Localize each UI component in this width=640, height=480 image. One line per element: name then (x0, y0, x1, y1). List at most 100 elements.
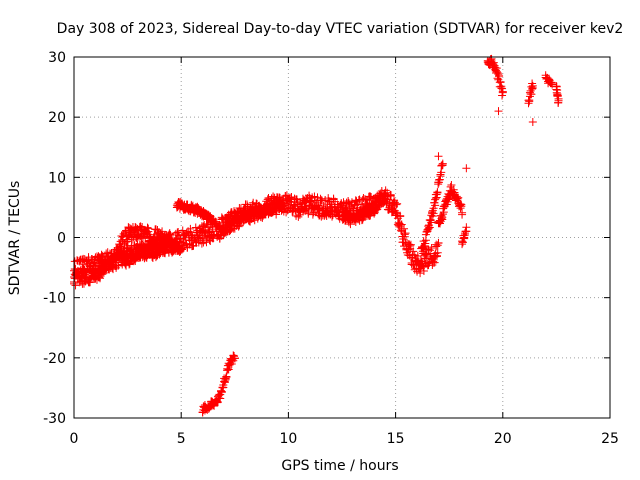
data-point-marker (432, 242, 441, 251)
data-point-marker (221, 374, 230, 383)
data-point-marker (227, 360, 236, 369)
x-tick-label: 25 (601, 431, 619, 447)
data-point-marker (434, 239, 443, 248)
series-band-9 (198, 351, 239, 417)
data-point-marker (222, 373, 231, 382)
data-point-marker (444, 195, 453, 204)
data-layer (70, 54, 563, 417)
data-point-marker (431, 194, 440, 203)
data-point-marker (223, 364, 232, 373)
data-point-marker (528, 117, 537, 126)
series-0 (70, 54, 563, 417)
series-band-3 (172, 198, 218, 229)
data-point-marker (285, 193, 294, 202)
data-point-marker (144, 224, 153, 233)
data-point-marker (176, 246, 185, 255)
data-point-marker (430, 258, 439, 267)
y-tick-label: -20 (43, 351, 66, 367)
data-point-marker (359, 194, 368, 203)
data-point-marker (223, 366, 232, 375)
data-point-marker (457, 202, 466, 211)
data-point-marker (387, 191, 396, 200)
data-point-marker (282, 208, 291, 217)
data-point-marker (280, 204, 289, 213)
data-point-marker (460, 230, 469, 239)
data-point-marker (434, 180, 443, 189)
y-axis-label: SDTVAR / TECUs (7, 181, 23, 296)
data-point-marker (432, 252, 441, 261)
x-tick-label: 10 (279, 431, 297, 447)
series-band-11 (524, 79, 537, 108)
data-point-marker (269, 192, 278, 201)
series-band-12 (541, 71, 557, 89)
y-tick-label: 0 (57, 231, 66, 247)
data-point-marker (400, 230, 409, 239)
data-point-marker (147, 240, 156, 249)
series-band-13 (552, 82, 563, 107)
data-point-marker (460, 234, 469, 243)
series-band-5 (338, 189, 389, 229)
data-point-marker (496, 78, 505, 87)
data-point-marker (277, 200, 286, 209)
data-point-marker (494, 70, 503, 79)
data-point-marker (157, 241, 166, 250)
data-point-marker (294, 212, 303, 221)
data-point-marker (400, 224, 409, 233)
data-point-marker (413, 251, 422, 260)
data-point-marker (428, 208, 437, 217)
data-point-marker (433, 248, 442, 257)
data-point-marker (406, 240, 415, 249)
data-point-marker (108, 262, 117, 271)
data-point-marker (393, 199, 402, 208)
x-tick-label: 15 (387, 431, 405, 447)
data-point-marker (175, 248, 184, 257)
data-point-marker (112, 256, 121, 265)
data-point-marker (527, 82, 536, 91)
data-point-marker (427, 244, 436, 253)
data-point-marker (525, 96, 534, 105)
data-point-marker (525, 88, 534, 97)
data-point-marker (397, 220, 406, 229)
y-tick-label: -30 (43, 411, 66, 427)
x-tick-label: 5 (177, 431, 186, 447)
x-tick-label: 0 (70, 431, 79, 447)
series-band-8 (458, 223, 471, 249)
data-point-marker (380, 189, 389, 198)
data-point-marker (177, 244, 186, 253)
data-point-marker (270, 207, 279, 216)
data-point-marker (115, 242, 124, 251)
data-point-marker (224, 365, 233, 374)
data-point-marker (527, 90, 536, 99)
y-tick-label: 20 (48, 110, 66, 126)
data-point-marker (454, 193, 463, 202)
data-point-marker (431, 195, 440, 204)
data-point-marker (418, 243, 427, 252)
data-point-marker (425, 223, 434, 232)
data-point-marker (495, 72, 504, 81)
data-point-marker (434, 152, 443, 161)
data-point-marker (427, 218, 436, 227)
data-point-marker (217, 387, 226, 396)
data-point-marker (439, 208, 448, 217)
series-band-1 (70, 222, 175, 290)
y-tick-label: 30 (48, 50, 66, 66)
data-point-marker (226, 226, 235, 235)
data-point-marker (426, 216, 435, 225)
data-point-marker (86, 278, 95, 287)
data-point-marker (462, 164, 471, 173)
data-point-marker (462, 227, 471, 236)
data-point-marker (494, 107, 503, 116)
data-point-marker (401, 229, 410, 238)
data-point-marker (302, 205, 311, 214)
x-tick-label: 20 (494, 431, 512, 447)
data-point-marker (438, 215, 447, 224)
data-point-marker (197, 239, 206, 248)
data-point-marker (396, 211, 405, 220)
x-axis-label: GPS time / hours (281, 458, 398, 474)
data-point-marker (548, 79, 557, 88)
data-point-marker (208, 220, 217, 229)
data-point-marker (458, 210, 467, 219)
data-point-marker (121, 258, 130, 267)
